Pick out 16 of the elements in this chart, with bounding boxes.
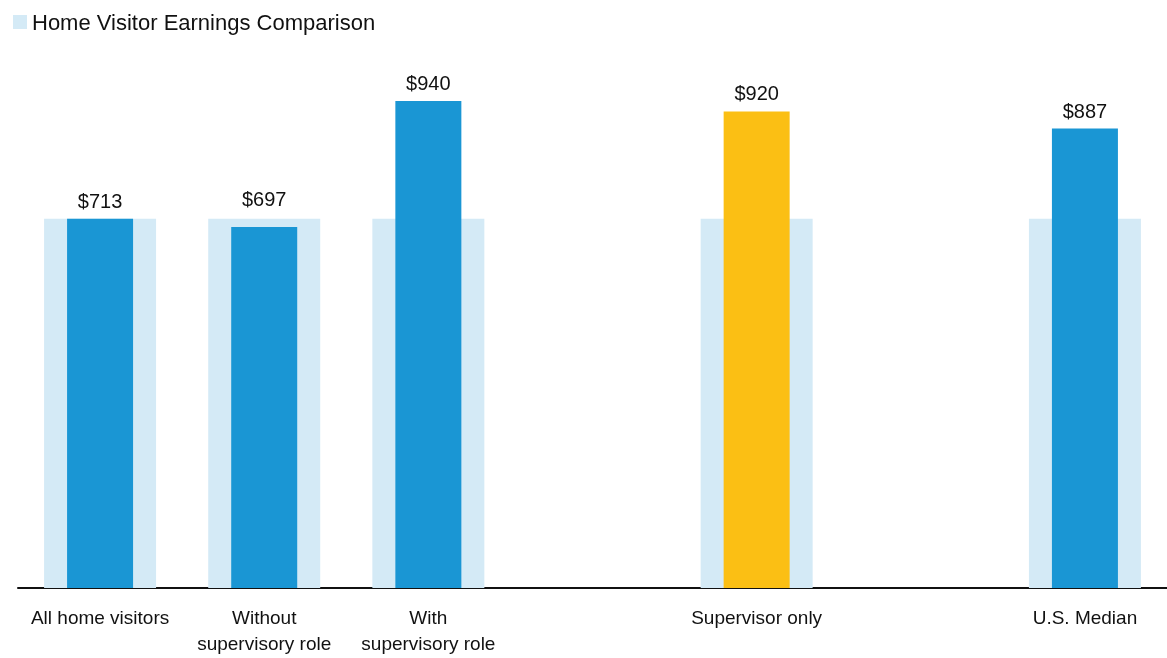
bar — [1051, 128, 1118, 588]
data-label: $940 — [406, 72, 451, 95]
bar — [231, 226, 298, 588]
x-tick-label: Supervisor only — [691, 606, 823, 628]
x-tick-label: U.S. Median — [1032, 606, 1138, 628]
data-label: $887 — [1062, 99, 1108, 122]
bar — [395, 101, 462, 588]
data-label: $697 — [241, 188, 287, 211]
data-label: $713 — [77, 189, 123, 212]
data-label: $920 — [734, 82, 779, 105]
bar — [723, 111, 790, 588]
x-tick-label: With supervisory role — [361, 606, 496, 654]
x-tick-label: All home visitors — [30, 606, 170, 628]
x-tick-label: Without supervisory role — [197, 606, 332, 654]
bar — [67, 218, 134, 588]
legend-label: Home Visitor Earnings Comparison — [32, 9, 376, 35]
